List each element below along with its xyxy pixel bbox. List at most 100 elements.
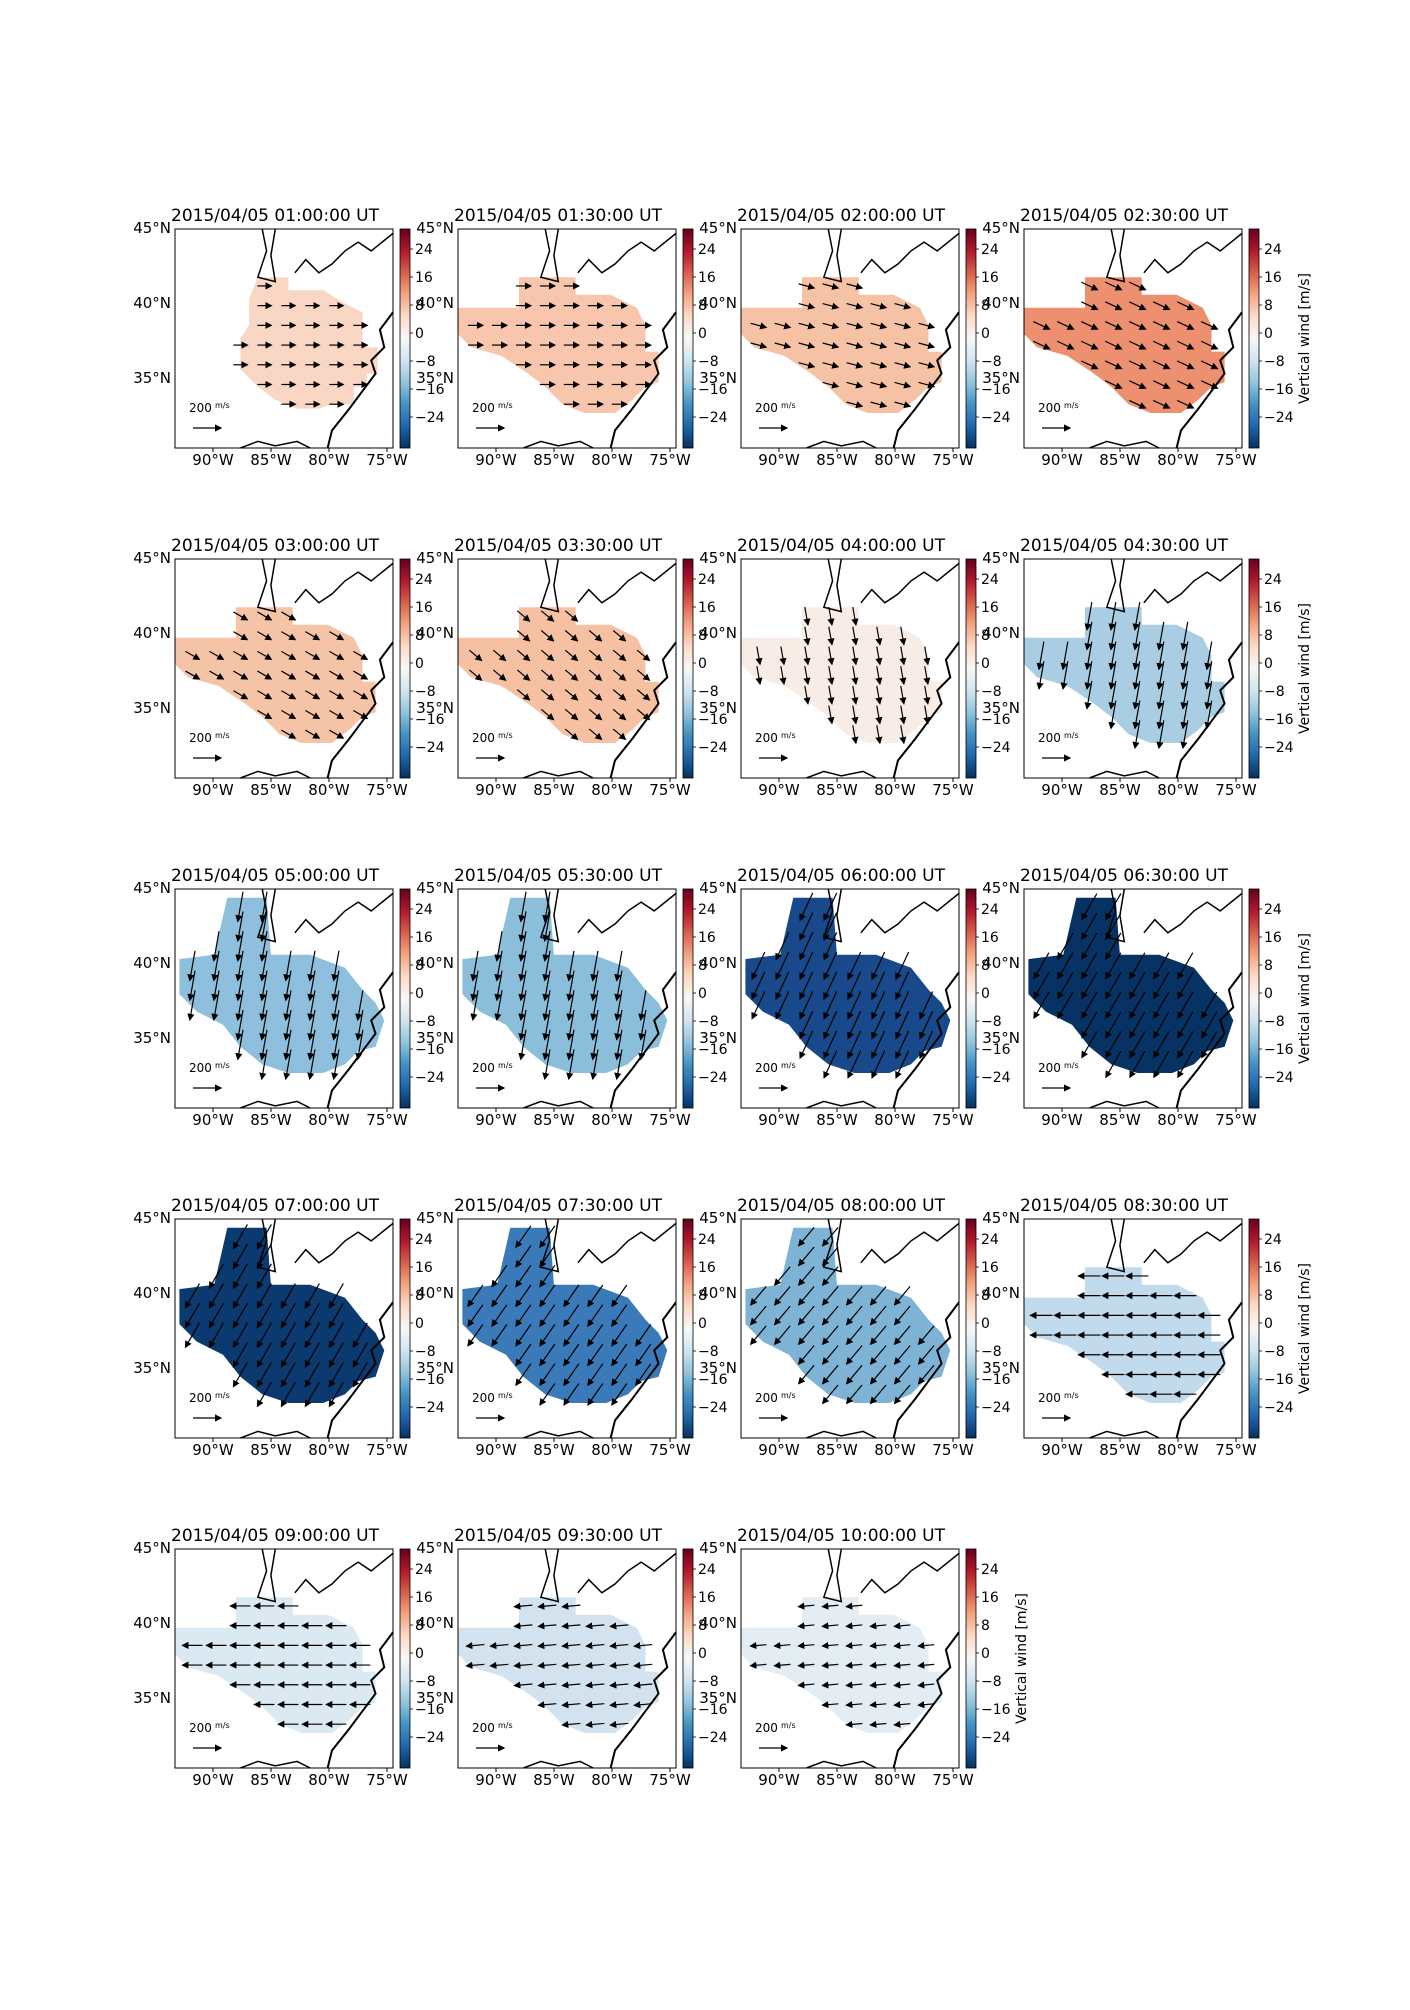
wind-arrow bbox=[847, 991, 862, 1020]
gulf-coastline bbox=[240, 1430, 311, 1439]
colorbar-tick-label: −8 bbox=[1264, 1344, 1285, 1360]
colorbar-tick-label: −16 bbox=[415, 1042, 445, 1058]
wind-arrow bbox=[875, 725, 883, 745]
lon-tick-label: 75°W bbox=[366, 781, 408, 799]
colorbar-tick-label: 16 bbox=[415, 930, 433, 946]
wind-arrow bbox=[1080, 360, 1099, 370]
colorbar-tick-label: 8 bbox=[981, 958, 990, 974]
wind-arrow bbox=[352, 1362, 368, 1388]
colorbar-tick-label: 0 bbox=[981, 326, 990, 342]
colorbar-tick-label: 0 bbox=[981, 1646, 990, 1662]
wind-arrow bbox=[1105, 1050, 1122, 1079]
wind-arrow bbox=[870, 361, 888, 369]
colorbar-tick-label: −24 bbox=[415, 1070, 445, 1086]
lon-tick-label: 80°W bbox=[591, 781, 633, 799]
lat-tick-label: 45°N bbox=[133, 219, 171, 237]
wind-arrow bbox=[259, 891, 268, 923]
wind-arrow bbox=[281, 670, 297, 680]
colorbar-tick-label: 24 bbox=[415, 572, 433, 588]
colorbar-tick-label: −24 bbox=[415, 1730, 445, 1746]
lake-michigan-outline bbox=[539, 1548, 560, 1603]
panel-title: 2015/04/05 04:30:00 UT bbox=[1020, 536, 1229, 556]
wind-arrow bbox=[923, 705, 931, 725]
great-lakes-outline bbox=[577, 1552, 677, 1594]
wind-arrow bbox=[851, 685, 859, 705]
lon-tick-label: 75°W bbox=[649, 1441, 691, 1459]
wind-arrow bbox=[1108, 602, 1117, 631]
wind-arrow bbox=[1033, 340, 1051, 350]
lat-tick-label: 35°N bbox=[133, 1029, 171, 1047]
colorbar-label: Vertical wind [m/s] bbox=[1297, 933, 1313, 1064]
wind-arrow bbox=[755, 666, 763, 686]
great-lakes-outline bbox=[294, 892, 394, 934]
wind-arrow bbox=[281, 709, 297, 720]
wind-arrow bbox=[1084, 661, 1093, 691]
wind-arrow bbox=[917, 1681, 935, 1689]
wind-arrow bbox=[542, 891, 551, 923]
colorbar-tick-label: 16 bbox=[698, 1260, 716, 1276]
wind-arrow bbox=[184, 1322, 200, 1349]
wind-arrow bbox=[894, 361, 912, 369]
wind-arrow bbox=[281, 650, 297, 660]
wind-arrow bbox=[845, 1720, 863, 1728]
wind-arrow bbox=[821, 1622, 839, 1630]
wind-arrow bbox=[259, 1049, 268, 1081]
wind-arrow bbox=[561, 1681, 581, 1689]
wind-arrow bbox=[1201, 991, 1218, 1020]
lon-tick-label: 90°W bbox=[192, 1441, 234, 1459]
wind-arrow bbox=[585, 1720, 605, 1729]
wind-arrow bbox=[352, 1342, 368, 1368]
wind-arrow bbox=[846, 342, 864, 350]
wind-arrow bbox=[1129, 972, 1146, 1000]
wind-arrow bbox=[1176, 321, 1195, 330]
colorbar-tick-label: 8 bbox=[1264, 298, 1273, 314]
lat-tick-label: 40°N bbox=[416, 1614, 454, 1632]
wind-arrow bbox=[235, 1029, 244, 1061]
lon-tick-label: 90°W bbox=[758, 451, 800, 469]
lat-tick-label: 45°N bbox=[416, 549, 454, 567]
wind-arrow bbox=[845, 1345, 863, 1365]
wind-arrow bbox=[1153, 991, 1170, 1020]
colorbar-gradient bbox=[399, 1548, 411, 1769]
colorbar-tick-label: 0 bbox=[415, 326, 424, 342]
wind-arrow bbox=[563, 1383, 580, 1406]
great-lakes-outline bbox=[860, 232, 960, 274]
wind-arrow bbox=[894, 322, 912, 330]
wind-arrow bbox=[491, 1324, 508, 1347]
wind-arrow bbox=[847, 1010, 862, 1040]
wind-arrow bbox=[283, 1029, 292, 1061]
wind-arrow bbox=[851, 725, 859, 745]
lon-tick-label: 75°W bbox=[366, 451, 408, 469]
gulf-coastline bbox=[1089, 770, 1160, 779]
lon-tick-label: 80°W bbox=[308, 1111, 350, 1129]
wind-arrow bbox=[1204, 661, 1213, 691]
wind-arrow bbox=[823, 892, 838, 922]
wind-arrow bbox=[590, 1009, 599, 1041]
wind-arrow bbox=[773, 1286, 791, 1306]
wind-arrow bbox=[209, 650, 225, 660]
colorbar-tick-label: 8 bbox=[981, 628, 990, 644]
colorbar-tick-label: 24 bbox=[698, 242, 716, 258]
wind-arrow bbox=[917, 1345, 935, 1365]
colorbar-tick-label: −8 bbox=[415, 354, 436, 370]
wind-arrow bbox=[307, 1049, 316, 1081]
map-panel: 2015/04/05 03:00:00 UT 200 m/s 90°W 85°W 80°W… bbox=[133, 536, 444, 799]
wind-arrow bbox=[470, 970, 479, 1002]
wind-arrow bbox=[799, 912, 814, 941]
wind-arrow bbox=[821, 1641, 839, 1650]
wind-arrow bbox=[1176, 301, 1195, 311]
wind-arrow bbox=[797, 1661, 815, 1669]
wind-coverage-region bbox=[741, 1597, 942, 1733]
wind-arrow bbox=[1105, 893, 1122, 921]
colorbar: 24 16 8 0 −8 −16 −24 bbox=[965, 228, 1011, 449]
wind-arrow bbox=[798, 361, 816, 369]
wind-arrow bbox=[585, 1701, 605, 1709]
gulf-coastline bbox=[806, 770, 877, 779]
gulf-coastline bbox=[523, 770, 594, 779]
wind-arrow bbox=[893, 1641, 911, 1650]
wind-arrow bbox=[821, 1364, 839, 1385]
wind-arrow bbox=[208, 1322, 224, 1349]
lake-michigan-outline bbox=[256, 228, 277, 283]
colorbar-gradient bbox=[399, 1218, 411, 1439]
